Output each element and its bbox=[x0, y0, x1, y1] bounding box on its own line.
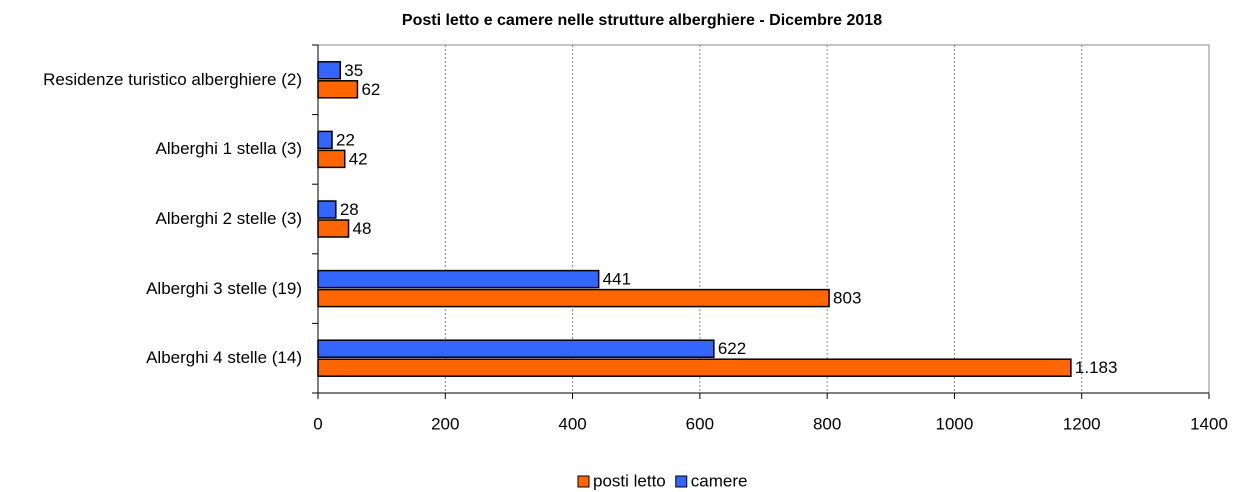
x-tick-label: 600 bbox=[686, 414, 714, 433]
y-tick-label: Alberghi 1 stella (3) bbox=[155, 139, 302, 159]
data-label: 35 bbox=[344, 61, 363, 80]
bar bbox=[317, 61, 342, 80]
data-label: 28 bbox=[340, 200, 359, 219]
x-tick-label: 400 bbox=[558, 414, 586, 433]
y-tick-label: Alberghi 2 stelle (3) bbox=[155, 209, 302, 228]
data-label: 622 bbox=[718, 339, 746, 358]
x-tick-label: 1000 bbox=[936, 414, 974, 433]
bar bbox=[317, 219, 350, 238]
x-tick-label: 1400 bbox=[1190, 414, 1228, 433]
legend-label: camere bbox=[691, 471, 748, 490]
data-label: 42 bbox=[349, 149, 368, 168]
bar bbox=[317, 130, 333, 150]
chart-title: Posti letto e camere nelle strutture alb… bbox=[402, 12, 882, 29]
bar bbox=[317, 358, 1072, 377]
bar bbox=[317, 339, 715, 358]
legend-swatch bbox=[577, 475, 590, 488]
data-label: 803 bbox=[833, 289, 861, 308]
y-tick-label: Alberghi 4 stelle (14) bbox=[146, 348, 302, 368]
bar bbox=[317, 200, 337, 219]
data-label: 62 bbox=[361, 80, 380, 99]
bar bbox=[317, 288, 830, 308]
legend-label: posti letto bbox=[593, 471, 666, 490]
bar bbox=[317, 269, 600, 289]
data-label: 1.183 bbox=[1075, 358, 1118, 377]
data-label: 441 bbox=[603, 270, 631, 289]
x-tick-label: 1200 bbox=[1063, 414, 1101, 433]
x-tick-label: 800 bbox=[813, 414, 841, 433]
data-label: 22 bbox=[336, 130, 355, 149]
bar bbox=[317, 80, 359, 99]
data-label: 48 bbox=[353, 219, 372, 238]
legend-swatch bbox=[675, 475, 688, 488]
bar bbox=[317, 149, 346, 169]
x-tick-label: 0 bbox=[313, 414, 322, 433]
y-tick-label: Alberghi 3 stelle (19) bbox=[146, 278, 302, 298]
x-tick-label: 200 bbox=[431, 414, 459, 433]
y-tick-label: Residenze turistico alberghiere (2) bbox=[43, 69, 302, 89]
